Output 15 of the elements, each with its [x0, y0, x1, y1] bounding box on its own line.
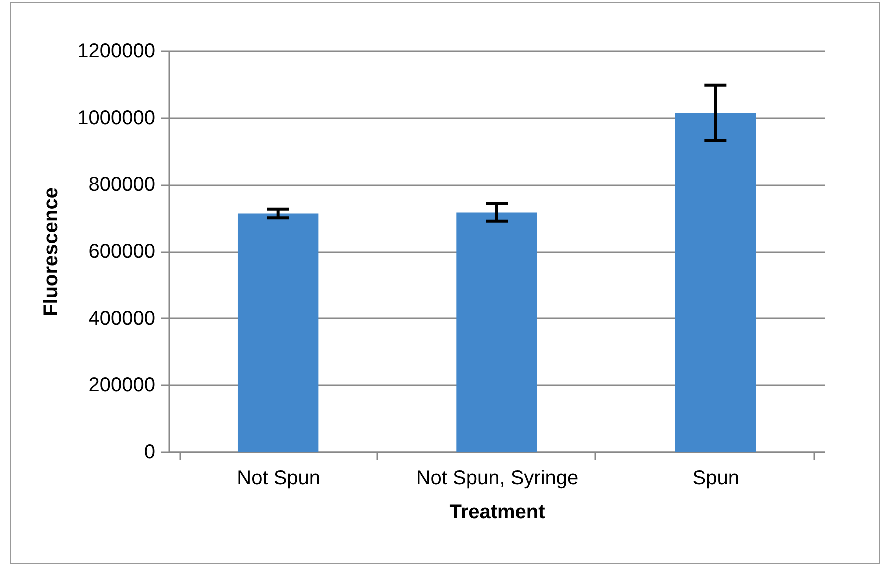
y-axis-title: Fluorescence	[40, 188, 63, 316]
x-axis-title: Treatment	[450, 502, 546, 524]
y-tick-label: 200000	[88, 374, 156, 397]
bar	[238, 214, 319, 452]
x-tick-label: Spun	[692, 468, 740, 490]
y-tick-label: 400000	[88, 308, 156, 330]
y-tick-label: 1200000	[78, 40, 156, 62]
y-tick-label: 0	[144, 442, 156, 464]
x-tick-label: Not Spun	[237, 468, 321, 490]
bar	[456, 212, 538, 452]
y-tick-label: 800000	[88, 174, 156, 196]
y-tick-label: 1000000	[78, 107, 156, 130]
y-tick-label: 600000	[88, 241, 156, 263]
x-tick-label: Not Spun, Syringe	[416, 468, 579, 490]
bar	[675, 113, 756, 452]
